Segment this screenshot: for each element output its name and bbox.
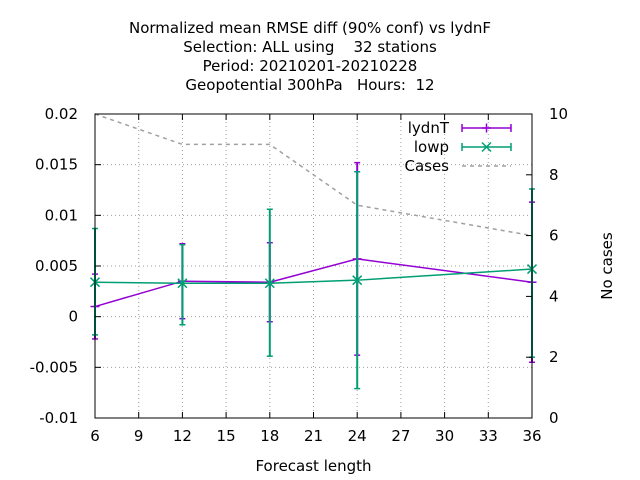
y2-tick-label: 6 xyxy=(549,227,559,245)
x-tick-label: 33 xyxy=(479,427,498,445)
y-tick-label: 0.02 xyxy=(45,105,78,123)
y-tick-label: 0.005 xyxy=(35,257,78,275)
cross-marker xyxy=(177,278,188,289)
y-tick-label: 0.015 xyxy=(35,156,78,174)
x-tick-label: 18 xyxy=(260,427,279,445)
x-tick-label: 24 xyxy=(348,427,367,445)
chart-title-line: Selection: ALL using 32 stations xyxy=(183,38,437,56)
cross-marker xyxy=(352,275,363,286)
cross-marker xyxy=(264,278,275,289)
x-tick-label: 36 xyxy=(522,427,541,445)
y-tick-label: 0 xyxy=(68,308,78,326)
y2-tick-label: 8 xyxy=(549,166,559,184)
x-tick-label: 27 xyxy=(391,427,410,445)
y-tick-label: -0.005 xyxy=(30,358,78,376)
chart-title-line: Period: 20210201-20210228 xyxy=(203,57,418,75)
legend-label-cases: Cases xyxy=(404,157,449,175)
x-tick-label: 9 xyxy=(134,427,144,445)
series-line-cases xyxy=(94,113,533,237)
cross-marker xyxy=(481,141,492,153)
series-lowp xyxy=(89,171,538,390)
x-tick-label: 12 xyxy=(173,427,192,445)
y2-tick-label: 0 xyxy=(549,409,559,427)
series-cases xyxy=(94,113,533,237)
legend-label-lydnt: lydnT xyxy=(408,119,450,137)
y2-tick-label: 4 xyxy=(549,287,559,305)
y2-axis-label: No cases xyxy=(598,232,616,300)
x-tick-label: 15 xyxy=(217,427,236,445)
legend-label-lowp: lowp xyxy=(414,138,449,156)
x-tick-label: 30 xyxy=(435,427,454,445)
x-tick-label: 6 xyxy=(90,427,100,445)
y-tick-label: 0.01 xyxy=(45,206,78,224)
x-axis-label: Forecast length xyxy=(255,457,371,475)
ticks: 6 9 12 15 18 21 24 27 30 33 36-0.01-0.00500.0050.0… xyxy=(30,105,568,445)
y2-tick-label: 2 xyxy=(549,348,559,366)
series-layer xyxy=(89,113,538,390)
x-tick-label: 21 xyxy=(304,427,323,445)
chart-title: Normalized mean RMSE diff (90% conf) vs … xyxy=(129,19,491,94)
chart-title-line: Geopotential 300hPa Hours: 12 xyxy=(185,76,434,94)
grid xyxy=(94,113,533,419)
y2-tick-label: 10 xyxy=(549,105,568,123)
y-tick-label: -0.01 xyxy=(39,409,78,427)
chart-title-line: Normalized mean RMSE diff (90% conf) vs … xyxy=(129,19,491,37)
